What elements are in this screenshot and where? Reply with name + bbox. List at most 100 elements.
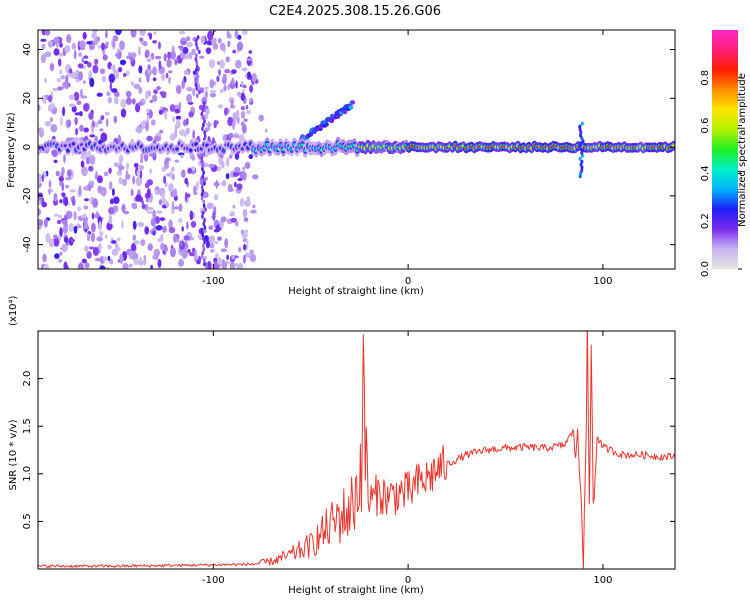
- noise-speck: [61, 182, 65, 192]
- noise-speck: [103, 171, 109, 177]
- noise-speck: [168, 70, 173, 74]
- noise-speck: [193, 253, 198, 263]
- noise-speck: [220, 88, 224, 94]
- noise-speck: [158, 199, 163, 206]
- snr-multiplier-label: (x10⁴): [8, 295, 19, 326]
- noise-speck: [206, 202, 214, 210]
- noise-speck: [131, 98, 136, 105]
- noise-speck: [217, 37, 222, 44]
- noise-speck: [244, 161, 251, 169]
- noise-speck: [150, 193, 153, 202]
- streak-mark: [203, 119, 206, 124]
- noise-speck: [66, 35, 70, 41]
- noise-speck: [188, 111, 194, 118]
- noise-speck: [105, 41, 109, 46]
- noise-speck: [56, 219, 62, 225]
- colorbar-tick-label: 0.4: [700, 165, 711, 181]
- noise-speck: [83, 127, 90, 133]
- noise-speck: [168, 182, 174, 193]
- noise-speck: [49, 238, 55, 248]
- snr-plot-area: [38, 331, 675, 569]
- noise-speck: [168, 226, 176, 234]
- streak-mark: [200, 254, 204, 259]
- noise-speck: [98, 242, 102, 252]
- noise-speck: [249, 253, 257, 263]
- noise-speck: [200, 35, 206, 44]
- noise-speck: [66, 210, 73, 219]
- noise-speck: [133, 83, 141, 90]
- noise-speck: [117, 66, 123, 73]
- noise-speck: [65, 184, 70, 189]
- noise-speck: [58, 234, 61, 242]
- noise-speck: [107, 96, 113, 104]
- noise-speck: [112, 196, 120, 204]
- noise-speck: [199, 179, 203, 185]
- noise-speck: [105, 118, 109, 128]
- x-tick-label: -100: [202, 276, 225, 287]
- noise-speck: [137, 101, 143, 106]
- noise-speck: [128, 263, 133, 268]
- streak-mark: [194, 82, 198, 88]
- snr-panel: -100 0 100 0.5 1.0 1.5 2.0 Height of straight …: [8, 295, 676, 596]
- streak-mark: [201, 166, 204, 172]
- streak-mark: [203, 101, 206, 106]
- noise-speck: [111, 188, 115, 197]
- noise-speck: [71, 42, 77, 51]
- noise-speck: [74, 112, 80, 116]
- noise-speck: [153, 89, 159, 95]
- noise-speck: [204, 86, 209, 90]
- noise-speck: [175, 84, 182, 94]
- noise-speck: [43, 263, 49, 269]
- noise-speck: [59, 251, 63, 256]
- streak-mark: [198, 49, 201, 55]
- noise-speck: [223, 107, 228, 116]
- noise-speck: [99, 230, 104, 237]
- noise-speck: [236, 115, 240, 124]
- spectrogram-panel: -100 0 100 -40 -20 0 20 40 Height of straight l…: [6, 29, 676, 297]
- streak-mark: [195, 86, 199, 91]
- noise-speck: [107, 255, 111, 261]
- noise-speck: [104, 111, 110, 116]
- streak-mark: [195, 53, 198, 58]
- noise-speck: [232, 112, 237, 121]
- noise-speck: [78, 185, 82, 196]
- noise-speck: [249, 84, 254, 93]
- noise-speck: [53, 159, 58, 164]
- noise-speck: [140, 239, 146, 247]
- noise-speck: [38, 176, 42, 185]
- noise-speck: [38, 208, 42, 216]
- band-core: [175, 147, 179, 151]
- noise-speck: [79, 124, 84, 132]
- noise-speck: [149, 56, 153, 61]
- noise-speck: [240, 80, 244, 87]
- noise-speck: [125, 90, 132, 98]
- noise-speck: [220, 216, 227, 223]
- noise-speck: [122, 262, 129, 269]
- streak-mark: [202, 199, 206, 205]
- noise-speck: [109, 181, 113, 190]
- noise-speck: [117, 134, 122, 145]
- noise-speck: [203, 235, 209, 242]
- noise-speck: [228, 132, 234, 139]
- noise-speck: [101, 190, 105, 196]
- noise-speck: [160, 242, 165, 251]
- noise-speck: [112, 63, 116, 74]
- feature-mark: [578, 156, 582, 161]
- noise-speck: [47, 40, 53, 48]
- noise-speck: [173, 233, 177, 243]
- noise-speck: [246, 109, 251, 115]
- noise-speck: [94, 58, 99, 65]
- noise-speck: [163, 246, 168, 253]
- noise-speck: [133, 162, 139, 168]
- noise-speck: [221, 260, 228, 269]
- streak-mark: [196, 35, 200, 40]
- streak-mark: [201, 188, 205, 194]
- noise-speck: [187, 168, 192, 174]
- noise-speck: [41, 174, 44, 183]
- noise-speck: [208, 235, 215, 244]
- noise-speck: [192, 129, 195, 140]
- noise-speck: [125, 97, 132, 105]
- noise-speck: [246, 56, 252, 67]
- noise-speck: [230, 99, 234, 108]
- noise-speck: [116, 237, 121, 242]
